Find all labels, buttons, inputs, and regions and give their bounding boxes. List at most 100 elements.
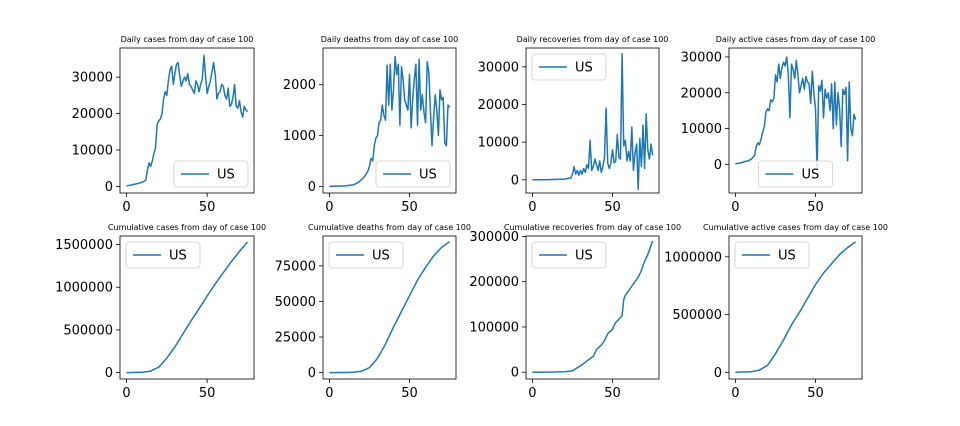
legend-label: US bbox=[575, 249, 593, 264]
axes-frame bbox=[728, 235, 863, 380]
y-tick-label: 0 bbox=[714, 158, 722, 173]
y-tick-label: 30000 bbox=[72, 71, 113, 86]
axes-frame bbox=[525, 235, 660, 380]
legend-label: US bbox=[802, 168, 820, 183]
subplot-title: Daily deaths from day of case 100 bbox=[321, 35, 458, 44]
legend-box bbox=[531, 53, 607, 81]
y-tick-label: 500000 bbox=[672, 308, 722, 323]
axes-frame bbox=[119, 235, 255, 380]
series-line-us bbox=[329, 55, 451, 188]
legend-box bbox=[758, 160, 833, 188]
axes-frame bbox=[322, 47, 457, 194]
y-tick-label: 0 bbox=[308, 366, 316, 381]
x-tick-label: 50 bbox=[401, 200, 418, 215]
subplot-4: Daily active cases from day of case 100 0… bbox=[681, 35, 876, 215]
y-tick-label: 0 bbox=[714, 366, 722, 381]
axes-frame bbox=[728, 47, 863, 194]
legend: US bbox=[125, 241, 201, 269]
y-tick-label: 10000 bbox=[681, 122, 722, 137]
axes-frame bbox=[525, 47, 660, 194]
subplot-title: Cumulative recoveries from day of case 1… bbox=[504, 223, 681, 232]
legend-label: US bbox=[372, 249, 390, 264]
y-tick-label: 2000 bbox=[283, 78, 316, 93]
y-tick-label: 30000 bbox=[478, 60, 519, 75]
x-tick-label: 50 bbox=[401, 386, 418, 401]
y-tick-label: 25000 bbox=[275, 331, 316, 346]
legend: US bbox=[173, 160, 249, 188]
legend: US bbox=[531, 241, 607, 269]
y-tick-label: 1000 bbox=[283, 129, 316, 144]
y-tick-label: 50000 bbox=[275, 295, 316, 310]
x-tick-label: 50 bbox=[807, 200, 824, 215]
y-tick-label: 10000 bbox=[72, 144, 113, 159]
subplot-1: Daily cases from day of case 1000 5001000… bbox=[72, 35, 255, 215]
legend-label: US bbox=[778, 249, 796, 264]
legend: US bbox=[734, 241, 810, 269]
x-tick-label: 50 bbox=[604, 200, 621, 215]
y-tick-label: 300000 bbox=[469, 230, 519, 245]
axes-frame bbox=[119, 47, 255, 194]
x-tick-label: 0 bbox=[122, 200, 130, 215]
y-tick-label: 0 bbox=[511, 173, 519, 188]
y-tick-label: 75000 bbox=[275, 259, 316, 274]
y-tick-label: 10000 bbox=[478, 136, 519, 151]
legend-box bbox=[375, 160, 451, 188]
y-tick-label: 0 bbox=[105, 180, 113, 195]
legend-box bbox=[125, 241, 201, 269]
legend: US bbox=[328, 241, 404, 269]
subplot-title: Cumulative deaths from day of case 100 bbox=[308, 223, 471, 232]
subplot-title: Daily active cases from day of case 100 bbox=[716, 35, 876, 44]
subplot-title: Cumulative active cases from day of case… bbox=[703, 223, 888, 232]
legend: US bbox=[531, 53, 607, 81]
y-tick-label: 20000 bbox=[478, 98, 519, 113]
y-tick-label: 500000 bbox=[63, 323, 113, 338]
x-tick-label: 0 bbox=[528, 386, 536, 401]
subplot-8: Cumulative active cases from day of case… bbox=[664, 223, 888, 401]
series-line-us bbox=[735, 241, 857, 374]
subplot-title: Cumulative cases from day of case 100 bbox=[108, 223, 266, 232]
x-tick-label: 50 bbox=[807, 386, 824, 401]
legend: US bbox=[375, 160, 451, 188]
series-line-us bbox=[735, 56, 857, 171]
subplot-title: Daily cases from day of case 100 bbox=[121, 35, 254, 44]
x-tick-label: 50 bbox=[199, 200, 216, 215]
subplot-5: Cumulative cases from day of case 100 0 50… bbox=[55, 223, 266, 401]
series-line-us bbox=[329, 241, 451, 374]
series-line-us bbox=[532, 240, 654, 373]
y-tick-label: 0 bbox=[511, 366, 519, 381]
y-tick-label: 30000 bbox=[681, 50, 722, 65]
axes-frame bbox=[322, 235, 457, 380]
subplot-2: Daily deaths from day of case 100 0 50 0 100… bbox=[283, 35, 458, 215]
x-tick-label: 0 bbox=[731, 200, 739, 215]
y-tick-label: 1000000 bbox=[664, 250, 722, 265]
legend-label: US bbox=[419, 168, 437, 183]
legend-box bbox=[734, 241, 810, 269]
y-tick-label: 1500000 bbox=[55, 238, 113, 253]
y-tick-label: 20000 bbox=[681, 86, 722, 101]
x-tick-label: 0 bbox=[325, 386, 333, 401]
subplot-3: Daily recoveries from day of case 100 0 50… bbox=[478, 35, 669, 215]
y-tick-label: 20000 bbox=[72, 107, 113, 122]
subplot-7: Cumulative recoveries from day of case 1… bbox=[469, 223, 681, 401]
legend: US bbox=[758, 160, 833, 188]
legend-label: US bbox=[217, 168, 235, 183]
x-tick-label: 0 bbox=[528, 200, 536, 215]
series-line-us bbox=[126, 241, 249, 374]
series-line-us bbox=[126, 54, 249, 187]
y-tick-label: 200000 bbox=[469, 275, 519, 290]
y-tick-label: 0 bbox=[105, 366, 113, 381]
x-tick-label: 50 bbox=[199, 386, 216, 401]
series-line-us bbox=[532, 52, 654, 190]
x-tick-label: 50 bbox=[604, 386, 621, 401]
x-tick-label: 0 bbox=[325, 200, 333, 215]
legend-box bbox=[328, 241, 404, 269]
legend-label: US bbox=[575, 61, 593, 76]
y-tick-label: 0 bbox=[308, 180, 316, 195]
y-tick-label: 1000000 bbox=[55, 281, 113, 296]
legend-label: US bbox=[169, 249, 187, 264]
y-tick-label: 100000 bbox=[469, 320, 519, 335]
legend-box bbox=[173, 160, 249, 188]
subplot-6: Cumulative deaths from day of case 100 0 5… bbox=[275, 223, 471, 401]
x-tick-label: 0 bbox=[731, 386, 739, 401]
